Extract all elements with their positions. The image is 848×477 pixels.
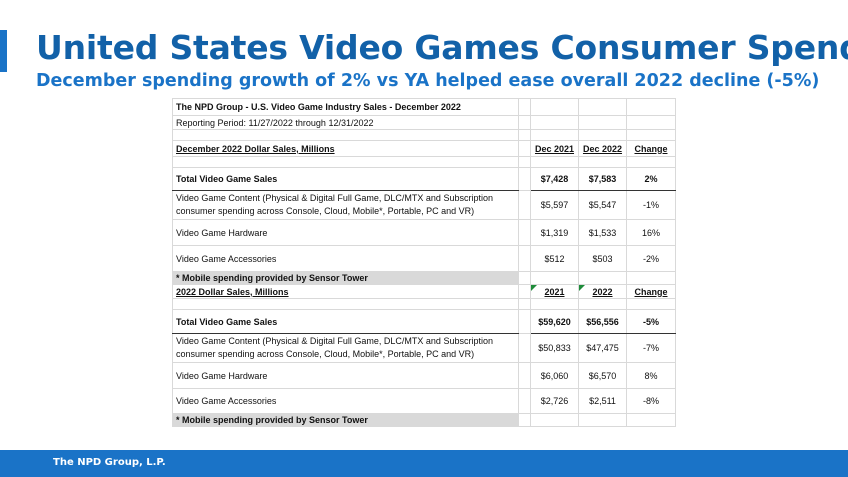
footnote-row: * Mobile spending provided by Sensor Tow…: [172, 271, 676, 285]
col-header-2021: 2021: [530, 284, 579, 299]
table-title: The NPD Group - U.S. Video Game Industry…: [172, 98, 519, 116]
col-header-dec-2022: Dec 2022: [578, 140, 627, 157]
row-label: Video Game Hardware: [172, 219, 519, 246]
table-row: Total Video Game Sales $7,428 $7,583 2%: [172, 167, 676, 191]
reporting-period-row: Reporting Period: 11/27/2022 through 12/…: [172, 115, 676, 130]
row-label: Total Video Game Sales: [172, 309, 519, 334]
col-header-change: Change: [626, 284, 676, 299]
cell-value: $2,726: [530, 388, 579, 414]
cell-change: 8%: [626, 362, 676, 389]
table-row: Video Game Accessories $512 $503 -2%: [172, 245, 676, 272]
cell-value: $6,570: [578, 362, 627, 389]
annual-heading: 2022 Dollar Sales, Millions: [172, 284, 519, 299]
cell-value: $512: [530, 245, 579, 272]
cell-value: $503: [578, 245, 627, 272]
cell-value: $7,428: [530, 167, 579, 191]
table-row: Video Game Content (Physical & Digital F…: [172, 333, 676, 363]
december-header-row: December 2022 Dollar Sales, Millions Dec…: [172, 140, 676, 157]
mobile-footnote: * Mobile spending provided by Sensor Tow…: [172, 271, 519, 285]
footnote-row: * Mobile spending provided by Sensor Tow…: [172, 413, 676, 427]
reporting-period: Reporting Period: 11/27/2022 through 12/…: [172, 115, 519, 130]
cell-value: $56,556: [578, 309, 627, 334]
mobile-footnote: * Mobile spending provided by Sensor Tow…: [172, 413, 519, 427]
cell-change: -7%: [626, 333, 676, 363]
cell-value: $5,547: [578, 190, 627, 220]
december-heading: December 2022 Dollar Sales, Millions: [172, 140, 519, 157]
cell-change: -2%: [626, 245, 676, 272]
cell-change: 2%: [626, 167, 676, 191]
table-row: Video Game Hardware $6,060 $6,570 8%: [172, 362, 676, 389]
sales-spreadsheet: The NPD Group - U.S. Video Game Industry…: [172, 98, 676, 440]
cell-change: -5%: [626, 309, 676, 334]
cell-change: -8%: [626, 388, 676, 414]
cell-value: $50,833: [530, 333, 579, 363]
cell-value: $47,475: [578, 333, 627, 363]
title-accent-bar: [0, 30, 7, 72]
cell-value: $1,319: [530, 219, 579, 246]
sales-table: The NPD Group - U.S. Video Game Industry…: [172, 98, 676, 427]
cell-value: $59,620: [530, 309, 579, 334]
table-title-row: The NPD Group - U.S. Video Game Industry…: [172, 98, 676, 116]
row-label: Video Game Content (Physical & Digital F…: [172, 190, 519, 220]
col-header-2022: 2022: [578, 284, 627, 299]
footer-company: The NPD Group, L.P.: [53, 457, 166, 468]
cell-value: $2,511: [578, 388, 627, 414]
slide-subtitle: December spending growth of 2% vs YA hel…: [36, 71, 820, 91]
cell-change: -1%: [626, 190, 676, 220]
slide-title: United States Video Games Consumer Spend: [36, 28, 848, 67]
cell-value: $5,597: [530, 190, 579, 220]
table-row: Total Video Game Sales $59,620 $56,556 -…: [172, 309, 676, 334]
row-label: Video Game Accessories: [172, 245, 519, 272]
table-row: Video Game Accessories $2,726 $2,511 -8%: [172, 388, 676, 414]
footer-bar: The NPD Group, L.P.: [0, 450, 848, 477]
cell-value: $1,533: [578, 219, 627, 246]
annual-header-row: 2022 Dollar Sales, Millions 2021 2022 Ch…: [172, 284, 676, 299]
row-label: Video Game Accessories: [172, 388, 519, 414]
table-row: Video Game Hardware $1,319 $1,533 16%: [172, 219, 676, 246]
row-label: Video Game Hardware: [172, 362, 519, 389]
row-label: Total Video Game Sales: [172, 167, 519, 191]
col-header-change: Change: [626, 140, 676, 157]
cell-value: $6,060: [530, 362, 579, 389]
table-row: Video Game Content (Physical & Digital F…: [172, 190, 676, 220]
cell-value: $7,583: [578, 167, 627, 191]
row-label: Video Game Content (Physical & Digital F…: [172, 333, 519, 363]
cell-change: 16%: [626, 219, 676, 246]
col-header-dec-2021: Dec 2021: [530, 140, 579, 157]
